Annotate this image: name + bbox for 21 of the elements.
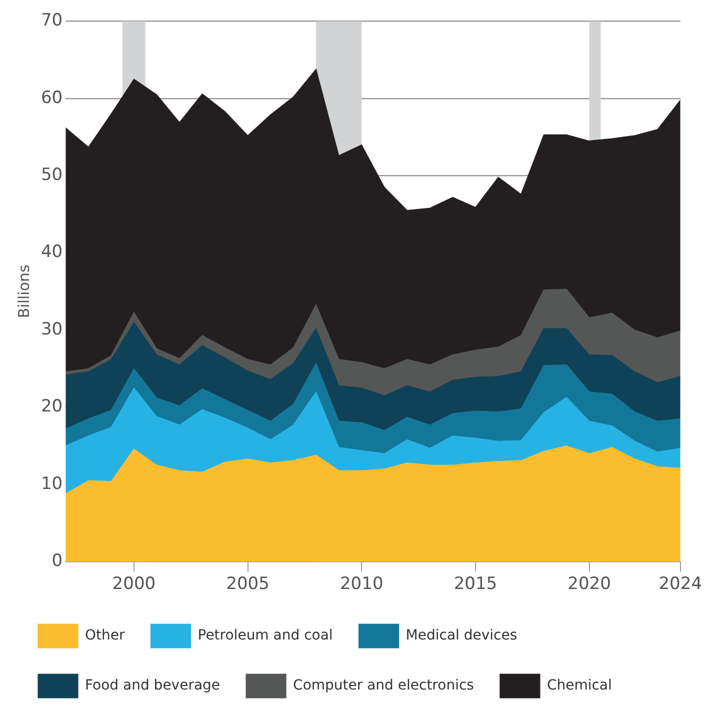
x-tick-label: 2000: [112, 574, 156, 594]
x-tick-label: 2015: [454, 574, 498, 594]
legend-label: Computer and electronics: [293, 678, 474, 694]
y-tick-label: 20: [40, 396, 63, 417]
y-tick-label: 40: [40, 242, 63, 262]
x-tick-label: 2024: [658, 574, 702, 594]
legend-label: Chemical: [546, 678, 612, 694]
legend-label: Petroleum and coal: [198, 628, 333, 644]
x-tick-label: 2010: [340, 574, 384, 594]
x-tick-label: 2005: [226, 574, 270, 594]
y-tick-label: 50: [40, 165, 63, 186]
y-tick-label: 10: [40, 474, 63, 494]
x-tick-label: 2020: [568, 574, 611, 594]
legend-label: Other: [85, 628, 125, 644]
y-tick-label: 30: [40, 319, 63, 340]
legend-label: Medical devices: [406, 628, 518, 644]
y-axis-title: Billions: [14, 264, 33, 318]
y-tick-label: 70: [40, 10, 63, 31]
legend-label: Food and beverage: [85, 678, 220, 694]
y-tick-label: 60: [40, 88, 63, 108]
y-tick-label: 0: [52, 551, 63, 572]
